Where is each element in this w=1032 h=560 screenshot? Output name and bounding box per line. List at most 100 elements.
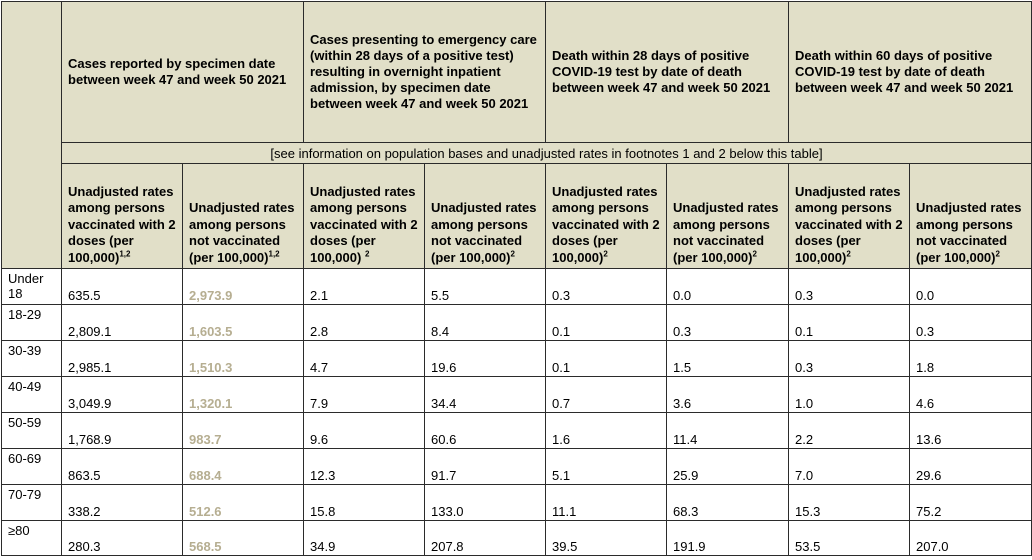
corner-cell (1, 1, 62, 269)
rate-cell: 34.9 (303, 520, 425, 556)
rate-cell: 338.2 (61, 484, 183, 521)
rate-cell: 2.8 (303, 304, 425, 341)
age-group-cell: 60-69 (1, 448, 62, 485)
rate-cell: 11.4 (666, 412, 789, 449)
table-row: 18-29 2,809.1 1,603.5 2.8 8.4 0.1 0.3 0.1 0.3 (1, 304, 1032, 341)
age-group-cell: 18-29 (1, 304, 62, 341)
rate-cell: 0.1 (545, 304, 667, 341)
header-death-60: Death within 60 days of positive COVID-1… (788, 1, 1032, 143)
rate-cell: 15.8 (303, 484, 425, 521)
rate-cell: 2,809.1 (61, 304, 183, 341)
table-row: ≥80 280.3 568.5 34.9 207.8 39.5 191.9 53.5 207.0 (1, 520, 1032, 556)
subheader-text: Unadjusted rates among persons not vacci… (673, 200, 779, 265)
rate-cell: 75.2 (909, 484, 1032, 521)
rate-cell: 91.7 (424, 448, 546, 485)
rate-cell: 39.5 (545, 520, 667, 556)
rate-cell: 5.1 (545, 448, 667, 485)
age-group-cell: 70-79 (1, 484, 62, 521)
rate-cell: 4.6 (909, 376, 1032, 413)
rate-cell: 1.8 (909, 340, 1032, 377)
rate-cell: 4.7 (303, 340, 425, 377)
rate-cell: 11.1 (545, 484, 667, 521)
rate-cell: 191.9 (666, 520, 789, 556)
rate-cell: 2.1 (303, 268, 425, 305)
rate-cell: 19.6 (424, 340, 546, 377)
table-row: 30-39 2,985.1 1,510.3 4.7 19.6 0.1 1.5 0.3 1.8 (1, 340, 1032, 377)
rate-cell: 0.0 (666, 268, 789, 305)
subheader-text: Unadjusted rates among persons vaccinate… (795, 183, 903, 265)
rate-cell: 13.6 (909, 412, 1032, 449)
rate-cell: 1,320.1 (182, 376, 304, 413)
rate-cell: 5.5 (424, 268, 546, 305)
age-group-cell: 40-49 (1, 376, 62, 413)
rate-cell: 29.6 (909, 448, 1032, 485)
table-row: Under 18 635.5 2,973.9 2.1 5.5 0.3 0.0 0.3 0.0 (1, 268, 1032, 305)
rate-cell: 0.1 (788, 304, 910, 341)
age-group-cell: Under 18 (1, 268, 62, 305)
footnote-ref: 2 (603, 249, 608, 259)
footnote-ref: 1,2 (268, 249, 280, 259)
rate-cell: 7.0 (788, 448, 910, 485)
rate-cell: 1,510.3 (182, 340, 304, 377)
rate-cell: 7.9 (303, 376, 425, 413)
footnote-ref: 2 (995, 249, 1000, 259)
rate-cell: 635.5 (61, 268, 183, 305)
rate-cell: 0.3 (788, 268, 910, 305)
rate-cell: 688.4 (182, 448, 304, 485)
table-body: Under 18 635.5 2,973.9 2.1 5.5 0.3 0.0 0.3 0.0 18… (1, 268, 1032, 556)
rate-cell: 512.6 (182, 484, 304, 521)
rate-cell: 2,985.1 (61, 340, 183, 377)
rate-cell: 1.0 (788, 376, 910, 413)
note-row: [see information on population bases and… (2, 142, 1032, 164)
subheader-death28-not-vaccinated: Unadjusted rates among persons not vacci… (666, 163, 789, 269)
footnote-note: [see information on population bases and… (61, 142, 1032, 164)
rate-cell: 0.3 (545, 268, 667, 305)
rate-cell: 15.3 (788, 484, 910, 521)
table-row: 50-59 1,768.9 983.7 9.6 60.6 1.6 11.4 2.2 13.6 (1, 412, 1032, 449)
rate-cell: 568.5 (182, 520, 304, 556)
footnote-ref: 2 (846, 249, 851, 259)
header-death-28: Death within 28 days of positive COVID-1… (545, 1, 789, 143)
rate-cell: 1.6 (545, 412, 667, 449)
header-row: Cases reported by specimen date between … (1, 1, 1032, 269)
subheader-emergency-vaccinated: Unadjusted rates among persons vaccinate… (303, 163, 425, 269)
header-emergency: Cases presenting to emergency care (with… (303, 1, 546, 143)
age-group-cell: 30-39 (1, 340, 62, 377)
rate-cell: 0.3 (788, 340, 910, 377)
rate-cell: 0.7 (545, 376, 667, 413)
footnote-ref: 2 (752, 249, 757, 259)
subheader-death28-vaccinated: Unadjusted rates among persons vaccinate… (545, 163, 667, 269)
rate-cell: 9.6 (303, 412, 425, 449)
subheader-cases-vaccinated: Unadjusted rates among persons vaccinate… (61, 163, 183, 269)
rate-cell: 25.9 (666, 448, 789, 485)
rate-cell: 863.5 (61, 448, 183, 485)
rate-cell: 0.3 (909, 304, 1032, 341)
subheader-text: Unadjusted rates among persons vaccinate… (552, 183, 660, 265)
rate-cell: 2,973.9 (182, 268, 304, 305)
age-group-cell: 50-59 (1, 412, 62, 449)
subheader-death60-vaccinated: Unadjusted rates among persons vaccinate… (788, 163, 910, 269)
footnote-ref: 2 (510, 249, 515, 259)
table-row: 40-49 3,049.9 1,320.1 7.9 34.4 0.7 3.6 1.0 4.6 (1, 376, 1032, 413)
subheader-text: Unadjusted rates among persons not vacci… (431, 200, 537, 265)
rate-cell: 207.0 (909, 520, 1032, 556)
rate-cell: 53.5 (788, 520, 910, 556)
rate-cell: 60.6 (424, 412, 546, 449)
subheader-text: Unadjusted rates among persons vaccinate… (310, 183, 418, 265)
rate-cell: 0.3 (666, 304, 789, 341)
subheader-row: Unadjusted rates among persons vaccinate… (2, 163, 1032, 269)
rate-cell: 3,049.9 (61, 376, 183, 413)
age-group-cell: ≥80 (1, 520, 62, 556)
rate-cell: 983.7 (182, 412, 304, 449)
rate-cell: 2.2 (788, 412, 910, 449)
rate-cell: 8.4 (424, 304, 546, 341)
header-cases: Cases reported by specimen date between … (61, 1, 304, 143)
subheader-text: Unadjusted rates among persons not vacci… (189, 200, 295, 265)
table-row: 70-79 338.2 512.6 15.8 133.0 11.1 68.3 15.3 75.2 (1, 484, 1032, 521)
rate-cell: 1.5 (666, 340, 789, 377)
rate-cell: 0.1 (545, 340, 667, 377)
rate-cell: 1,603.5 (182, 304, 304, 341)
rate-cell: 12.3 (303, 448, 425, 485)
subheader-emergency-not-vaccinated: Unadjusted rates among persons not vacci… (424, 163, 546, 269)
